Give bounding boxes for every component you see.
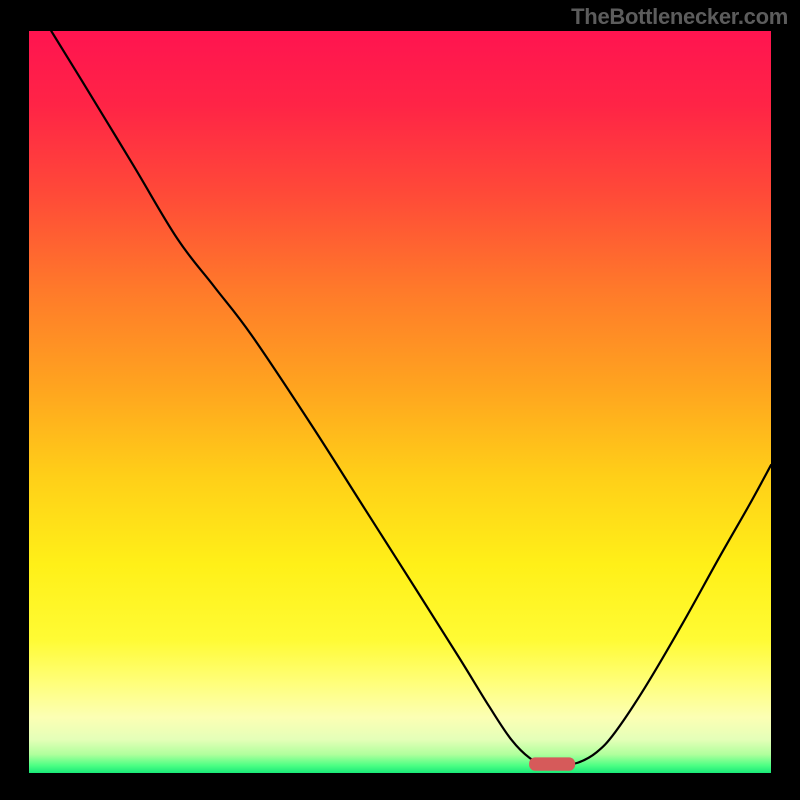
- watermark-text: TheBottlenecker.com: [571, 4, 788, 30]
- plot-svg: [29, 31, 771, 773]
- plot-area: [29, 31, 771, 773]
- optimal-marker: [529, 757, 575, 770]
- chart-container: TheBottlenecker.com: [0, 0, 800, 800]
